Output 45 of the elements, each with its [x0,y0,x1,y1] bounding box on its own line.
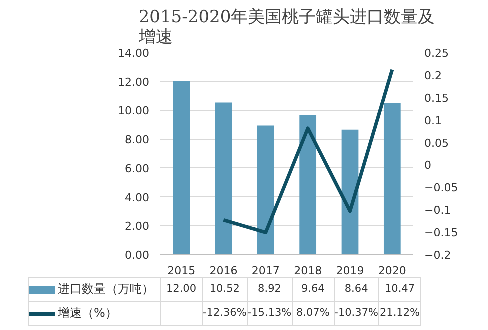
y-tick-label: 4.00 [125,191,150,204]
x-tick-label: 2019 [336,264,364,278]
bar [215,102,232,254]
bar [257,126,274,254]
x-tick-label: 2017 [252,264,280,278]
y2-tick-label: 0.25 [424,47,449,60]
table-cell: -10.37% [334,302,379,326]
table-cell: -15.13% [247,302,292,326]
y-tick-label: 2.00 [125,220,150,234]
bar [384,103,401,254]
table-cell: 8.64 [334,278,379,302]
table-row-header: 增速（%） [28,302,160,326]
table-cell: 8.07% [292,302,334,326]
y2-tick-label: 0.2 [424,69,442,82]
x-tick-label: 2015 [168,264,196,278]
y-tick-label: 0.00 [125,249,150,262]
y-tick-label: 8.00 [125,134,150,147]
line-series [222,68,394,234]
bar [300,115,317,254]
y2-tick-label: −0.1 [424,204,452,218]
table-cell: 8.92 [247,278,292,302]
table-cell: 10.47 [378,278,421,302]
bar [173,81,190,254]
x-tick-label: 2020 [378,264,406,278]
y-tick-label: 14.00 [118,47,150,60]
chart-title: 2015-2020年美国桃子罐头进口数量及增速 [138,8,436,48]
y-tick-label: 6.00 [125,162,150,176]
table-cell: 9.64 [292,278,334,302]
y-tick-label: 12.00 [118,76,150,89]
y-tick-label: 10.00 [118,104,150,118]
y2-tick-label: 0.15 [424,92,449,105]
x-tick-label: 2016 [210,264,238,278]
table-cell: 12.00 [160,278,202,302]
y2-tick-label: −0.2 [424,249,452,262]
table-row-header: 进口数量（万吨） [28,278,160,302]
y2-tick-label: 0 [424,159,432,172]
bar [342,130,359,254]
table-cell: -12.36% [202,302,248,326]
table-cell: 10.52 [202,278,248,302]
y2-tick-label: −0.05 [424,182,458,195]
y2-tick-label: −0.15 [424,226,458,240]
table-cell: 21.12% [378,302,421,326]
y2-tick-label: 0.05 [424,136,449,150]
y2-tick-label: 0.1 [424,114,442,128]
x-tick-label: 2018 [294,264,322,278]
